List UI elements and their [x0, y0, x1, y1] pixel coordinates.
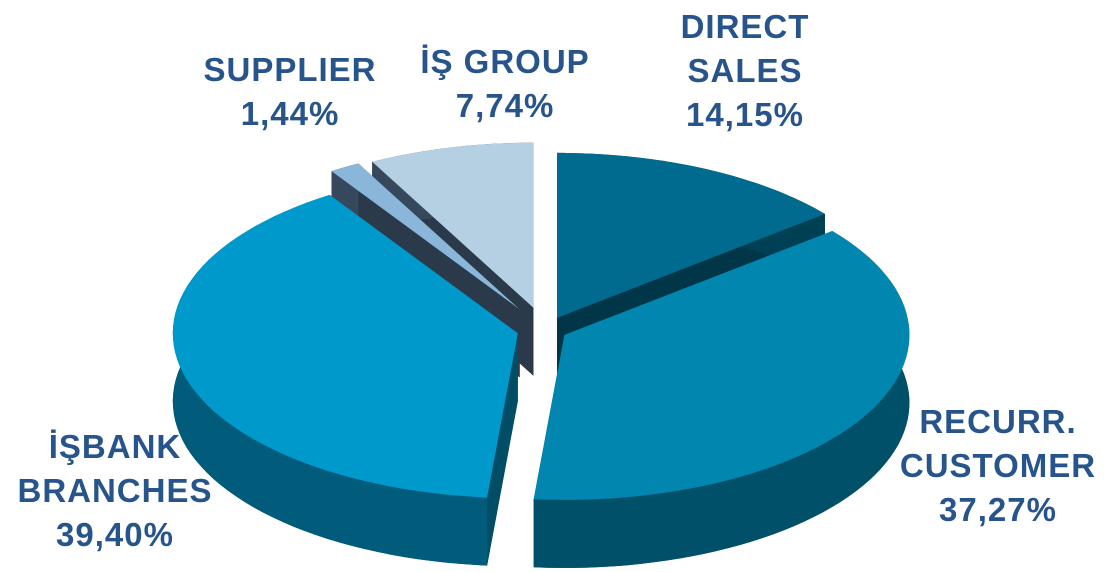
category-label: SUPPLIER	[203, 51, 377, 88]
slice-label: İŞBANK BRANCHES 39,40%	[15, 425, 215, 557]
value-label: 7,74%	[455, 87, 555, 124]
slice-label: DIRECT SALES 14,15%	[645, 5, 845, 137]
slice-label: İŞ GROUP 7,74%	[420, 40, 589, 128]
category-label: İŞ GROUP	[420, 43, 590, 80]
category-label: İŞBANK BRANCHES	[17, 428, 213, 509]
slice-side	[533, 231, 910, 568]
value-label: 1,44%	[240, 95, 340, 132]
category-label: RECURR. CUSTOMER	[899, 403, 1097, 484]
slice-top	[372, 142, 534, 308]
slice-top	[172, 194, 518, 498]
category-label: DIRECT SALES	[680, 8, 810, 89]
value-label: 39,40%	[56, 516, 174, 553]
slice-top	[557, 152, 825, 318]
slice-label: RECURR. CUSTOMER 37,27%	[898, 400, 1098, 532]
slice-top	[331, 163, 520, 310]
slice-top	[533, 231, 910, 500]
slice-label: SUPPLIER 1,44%	[203, 48, 376, 136]
value-label: 37,27%	[939, 491, 1057, 528]
value-label: 14,15%	[686, 96, 804, 133]
